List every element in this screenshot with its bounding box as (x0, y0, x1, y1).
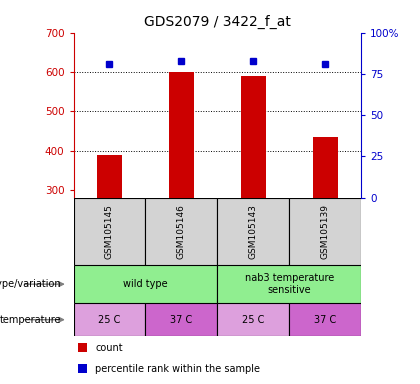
Bar (218, 265, 361, 303)
Text: GSM105146: GSM105146 (177, 204, 186, 259)
Text: 25 C: 25 C (242, 314, 265, 325)
Bar (241, 76, 266, 198)
Bar (74, 198, 145, 265)
Bar (312, 137, 338, 198)
Text: percentile rank within the sample: percentile rank within the sample (95, 364, 260, 374)
Title: GDS2079 / 3422_f_at: GDS2079 / 3422_f_at (144, 15, 291, 29)
Bar (218, 303, 289, 336)
Bar (218, 198, 289, 265)
Bar (289, 198, 361, 265)
Text: temperature: temperature (0, 314, 61, 325)
Text: 25 C: 25 C (98, 314, 121, 325)
Bar (289, 303, 361, 336)
Bar (169, 72, 194, 198)
Bar (145, 303, 218, 336)
Bar (74, 303, 145, 336)
Bar (74, 265, 218, 303)
Text: wild type: wild type (123, 279, 168, 289)
Text: nab3 temperature
sensitive: nab3 temperature sensitive (244, 273, 334, 295)
Text: 37 C: 37 C (314, 314, 336, 325)
Text: GSM105145: GSM105145 (105, 204, 114, 259)
Text: GSM105143: GSM105143 (249, 204, 258, 259)
Text: genotype/variation: genotype/variation (0, 279, 61, 289)
Text: GSM105139: GSM105139 (321, 204, 330, 259)
Text: 37 C: 37 C (170, 314, 192, 325)
Text: count: count (95, 343, 123, 353)
Bar (97, 154, 122, 198)
Bar (145, 198, 218, 265)
